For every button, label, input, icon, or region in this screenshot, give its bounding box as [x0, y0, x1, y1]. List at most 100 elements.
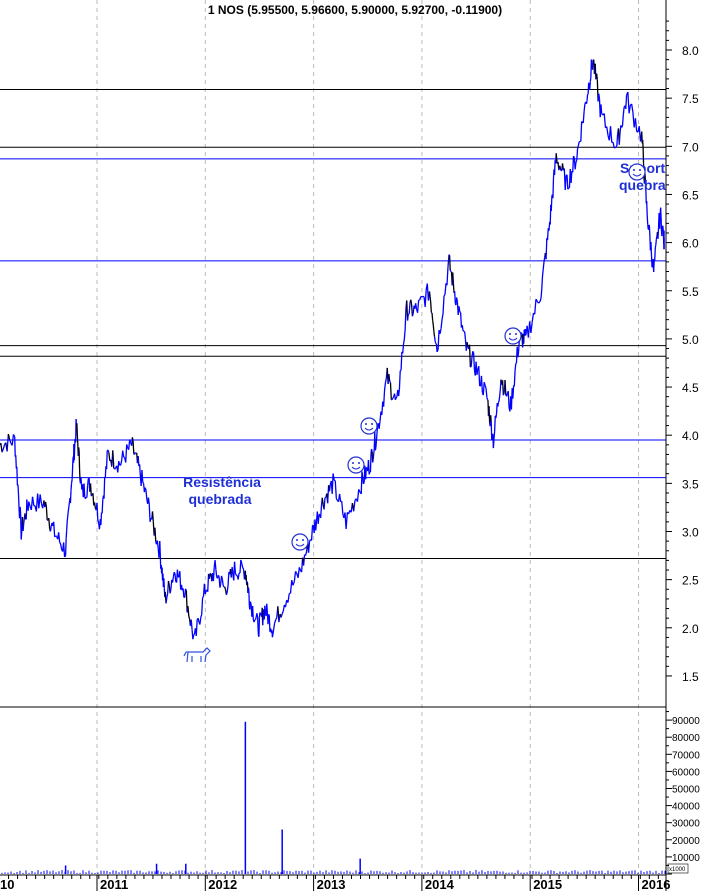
price-segment: [576, 145, 580, 149]
price-segment: [174, 573, 177, 582]
x-tick-label: 2015: [533, 877, 562, 891]
price-segment: [67, 510, 69, 517]
price-segment: [595, 73, 598, 80]
price-segment: [138, 464, 141, 476]
price-segment: [224, 586, 227, 591]
smiley-icon: [628, 163, 646, 181]
price-segment: [567, 187, 570, 190]
price-segment: [147, 497, 150, 505]
volume-tick-label: 50000: [672, 785, 700, 796]
price-segment: [2, 444, 6, 450]
price-segment: [646, 214, 649, 225]
price-segment: [395, 396, 398, 399]
price-segment: [338, 493, 342, 502]
price-segment: [123, 456, 126, 459]
price-segment: [14, 436, 16, 457]
price-segment: [470, 356, 473, 367]
price-segment: [129, 439, 132, 443]
price-segment: [370, 448, 373, 452]
price-segment: [331, 473, 334, 494]
price-segment: [495, 413, 498, 419]
price-segment: [545, 238, 548, 260]
price-segment: [107, 449, 110, 453]
price-segment: [108, 452, 111, 462]
price-segment: [615, 145, 618, 148]
price-tick-label: 5.5: [682, 285, 699, 299]
price-segment: [542, 262, 545, 270]
price-segment: [499, 389, 501, 397]
smiley-icon: [291, 533, 309, 551]
price-segment: [173, 571, 176, 574]
price-segment: [384, 378, 387, 383]
price-segment: [587, 93, 589, 95]
price-segment: [439, 328, 442, 334]
price-segment: [515, 362, 518, 365]
price-segment: [361, 471, 364, 478]
chart-title: 1 NOS (5.95500, 5.96600, 5.90000, 5.9270…: [208, 3, 502, 17]
price-segment: [214, 560, 217, 570]
price-segment: [541, 276, 544, 290]
price-segment: [125, 444, 128, 463]
price-segment: [215, 569, 218, 577]
price-segment: [621, 125, 624, 128]
price-segment: [234, 573, 237, 576]
price-segment: [410, 299, 413, 305]
price-segment: [221, 579, 224, 586]
price-segment: [262, 617, 264, 626]
price-segment: [546, 228, 549, 241]
price-segment: [367, 460, 370, 475]
price-segment: [39, 494, 43, 504]
price-segment: [394, 397, 397, 401]
price-segment: [586, 94, 589, 101]
price-segment: [483, 381, 486, 386]
price-segment: [328, 483, 332, 492]
price-segment: [373, 449, 375, 455]
price-segment: [62, 542, 66, 557]
price-segment: [490, 421, 493, 440]
bull-icon: [183, 647, 211, 663]
price-segment: [264, 605, 267, 613]
smiley-mouth: [295, 543, 305, 547]
price-segment: [618, 131, 621, 145]
price-segment: [437, 330, 440, 350]
price-segment: [630, 103, 634, 113]
price-segment: [383, 382, 387, 391]
price-segment: [625, 95, 628, 109]
price-segment: [345, 512, 349, 529]
price-segment: [411, 313, 414, 317]
price-segment: [654, 244, 657, 248]
price-segment: [199, 617, 202, 625]
price-segment: [212, 567, 215, 582]
price-segment: [459, 311, 462, 314]
price-segment: [19, 506, 22, 514]
price-segment: [59, 541, 62, 545]
price-segment: [466, 342, 469, 348]
price-tick-label: 5.0: [682, 333, 699, 347]
price-segment: [90, 494, 93, 497]
price-segment: [486, 399, 489, 401]
x-tick-label: 2011: [100, 877, 128, 891]
price-segment: [126, 444, 129, 448]
x-tick-label: 2014: [425, 877, 455, 891]
price-segment: [600, 104, 603, 114]
price-tick-label: 2.5: [682, 574, 699, 588]
price-segment: [493, 431, 496, 439]
price-segment: [294, 571, 298, 574]
price-segment: [241, 563, 244, 568]
price-segment: [575, 160, 578, 163]
price-segment: [176, 569, 179, 578]
price-segment: [577, 141, 580, 146]
price-segment: [492, 438, 495, 449]
price-segment: [589, 81, 591, 89]
price-segment: [148, 504, 151, 522]
price-segment: [658, 214, 661, 229]
price-segment: [57, 532, 61, 543]
price-segment: [44, 501, 48, 507]
price-segment: [493, 415, 496, 432]
price-segment: [559, 165, 562, 171]
price-segment: [440, 319, 443, 329]
price-segment: [134, 452, 137, 454]
price-segment: [424, 289, 427, 307]
price-segment: [436, 349, 439, 353]
price-segment: [419, 296, 422, 301]
